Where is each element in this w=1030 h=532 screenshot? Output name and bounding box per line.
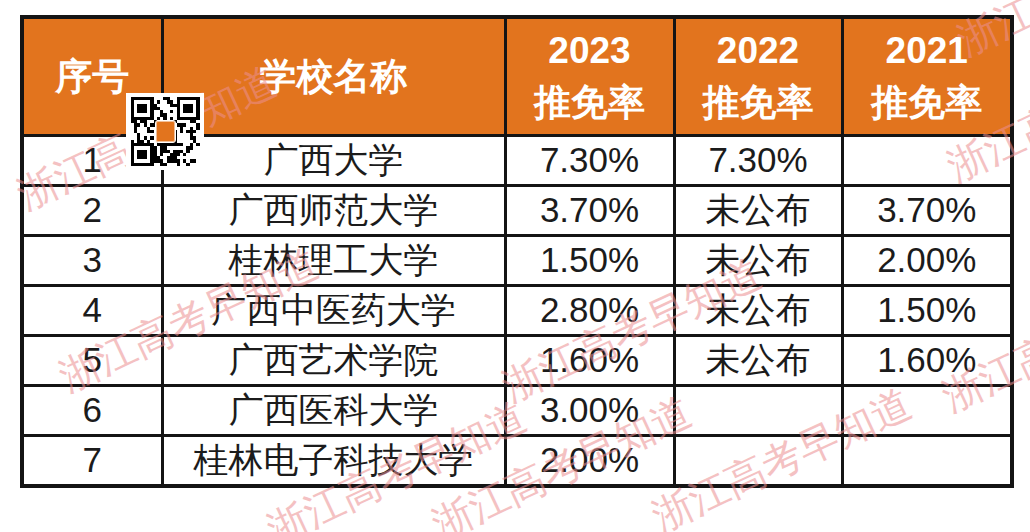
table-row: 6 广西医科大学 3.00%: [22, 385, 1012, 435]
col-header-2023-label: 推免率: [507, 84, 673, 121]
col-header-2021: 2021 推免率: [842, 17, 1012, 135]
cell-rate-2022: 7.30%: [674, 135, 842, 185]
cell-rate-2021: 1.60%: [842, 335, 1012, 385]
qr-code: [126, 93, 204, 170]
cell-index: 6: [22, 385, 162, 435]
recommendation-rate-table: 序号 学校名称 2023 推免率 2022 推免率 2021 推免率 1 广: [20, 15, 1014, 488]
cell-rate-2022: 未公布: [674, 185, 842, 235]
cell-rate-2023: 3.00%: [505, 385, 674, 435]
cell-rate-2021: 1.50%: [842, 285, 1012, 335]
col-header-2021-year: 2021: [844, 32, 1011, 69]
cell-index: 4: [22, 285, 162, 335]
page: 序号 学校名称 2023 推免率 2022 推免率 2021 推免率 1 广: [0, 0, 1030, 532]
cell-rate-2022: [674, 385, 842, 435]
cell-rate-2022: [674, 435, 842, 486]
cell-rate-2023: 1.50%: [505, 235, 674, 285]
col-header-2022: 2022 推免率: [674, 17, 842, 135]
cell-rate-2021: 3.70%: [842, 185, 1012, 235]
cell-rate-2022: 未公布: [674, 235, 842, 285]
cell-rate-2021: [842, 385, 1012, 435]
cell-rate-2023: 2.80%: [505, 285, 674, 335]
cell-school: 广西艺术学院: [162, 335, 505, 385]
cell-rate-2021: 2.00%: [842, 235, 1012, 285]
cell-school: 广西中医药大学: [162, 285, 505, 335]
cell-school: 广西医科大学: [162, 385, 505, 435]
table-row: 3 桂林理工大学 1.50% 未公布 2.00%: [22, 235, 1012, 285]
cell-rate-2023: 1.60%: [505, 335, 674, 385]
cell-school: 广西大学: [162, 135, 505, 185]
cell-index: 7: [22, 435, 162, 486]
cell-index: 2: [22, 185, 162, 235]
cell-rate-2021: [842, 435, 1012, 486]
qr-center-logo: [155, 120, 176, 143]
cell-rate-2023: 3.70%: [505, 185, 674, 235]
cell-index: 3: [22, 235, 162, 285]
col-header-2023-year: 2023: [507, 32, 673, 69]
table-row: 2 广西师范大学 3.70% 未公布 3.70%: [22, 185, 1012, 235]
col-header-2022-label: 推免率: [676, 84, 841, 121]
col-header-2022-year: 2022: [676, 32, 841, 69]
cell-rate-2021: [842, 135, 1012, 185]
col-header-school: 学校名称: [162, 17, 505, 135]
cell-rate-2022: 未公布: [674, 335, 842, 385]
table-row: 4 广西中医药大学 2.80% 未公布 1.50%: [22, 285, 1012, 335]
cell-school: 桂林电子科技大学: [162, 435, 505, 486]
cell-rate-2022: 未公布: [674, 285, 842, 335]
cell-school: 广西师范大学: [162, 185, 505, 235]
table-row: 7 桂林电子科技大学 2.00%: [22, 435, 1012, 486]
cell-school: 桂林理工大学: [162, 235, 505, 285]
col-header-2023: 2023 推免率: [505, 17, 674, 135]
table-row: 5 广西艺术学院 1.60% 未公布 1.60%: [22, 335, 1012, 385]
col-header-2021-label: 推免率: [844, 84, 1011, 121]
cell-rate-2023: 2.00%: [505, 435, 674, 486]
cell-rate-2023: 7.30%: [505, 135, 674, 185]
cell-index: 5: [22, 335, 162, 385]
